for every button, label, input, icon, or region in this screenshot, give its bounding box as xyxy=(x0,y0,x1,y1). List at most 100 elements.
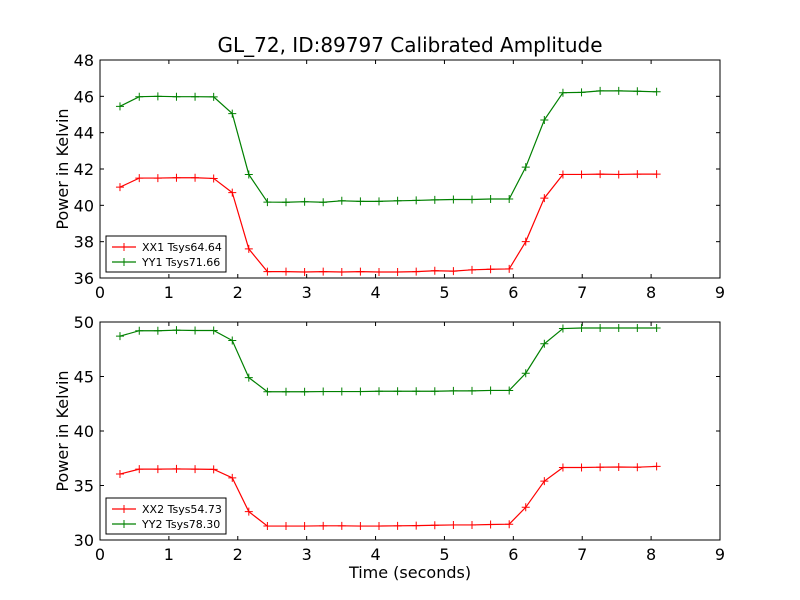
data-point xyxy=(244,170,253,179)
data-point xyxy=(263,198,272,207)
data-point xyxy=(652,462,661,471)
data-point xyxy=(468,265,476,274)
data-point xyxy=(540,339,549,348)
data-point xyxy=(115,332,124,341)
data-point xyxy=(393,196,402,205)
x-tick-label: 1 xyxy=(164,283,174,302)
series-1 xyxy=(115,170,661,277)
legend-marker xyxy=(120,505,128,513)
y-tick-label: 35 xyxy=(74,477,94,496)
legend-marker xyxy=(120,520,128,528)
data-point xyxy=(209,465,218,474)
data-point xyxy=(300,522,309,531)
data-point xyxy=(300,268,309,277)
y-tick-label: 36 xyxy=(74,269,94,288)
data-point xyxy=(282,387,290,396)
x-tick-label: 4 xyxy=(370,545,380,564)
y-axis-label: Power in Kelvin xyxy=(53,108,72,229)
x-tick-label: 5 xyxy=(439,545,449,564)
data-point xyxy=(430,195,439,204)
data-point xyxy=(337,196,346,205)
data-point xyxy=(115,183,124,192)
data-point xyxy=(356,387,365,396)
data-point xyxy=(393,521,402,530)
x-tick-label: 2 xyxy=(233,545,243,564)
data-point xyxy=(135,92,144,101)
x-tick-label: 2 xyxy=(233,283,243,302)
data-point xyxy=(244,507,253,516)
data-point xyxy=(412,267,421,276)
data-point xyxy=(300,387,309,396)
data-point xyxy=(486,386,495,395)
data-point xyxy=(540,477,549,486)
data-point xyxy=(449,267,458,276)
data-point xyxy=(633,323,642,332)
x-tick-label: 6 xyxy=(508,545,518,564)
data-point xyxy=(468,195,476,204)
data-point xyxy=(521,163,530,172)
y-tick-label: 46 xyxy=(74,87,94,106)
legend-box xyxy=(105,235,227,273)
data-point xyxy=(486,520,495,529)
legend-label: YY1 Tsys71.66 xyxy=(141,256,220,269)
y-tick-label: 42 xyxy=(74,160,94,179)
data-point xyxy=(375,268,383,277)
data-point xyxy=(319,198,328,207)
data-point xyxy=(486,194,495,203)
data-point xyxy=(263,522,272,531)
data-point xyxy=(393,268,402,277)
data-point xyxy=(577,463,586,472)
legend-marker xyxy=(120,258,128,266)
data-point xyxy=(652,323,661,332)
y-tick-label: 44 xyxy=(74,124,94,143)
x-tick-label: 1 xyxy=(164,545,174,564)
data-point xyxy=(393,387,402,396)
data-point xyxy=(633,170,642,179)
x-axis-label: Time (seconds) xyxy=(348,563,471,582)
data-point xyxy=(172,464,181,473)
data-point xyxy=(449,195,458,204)
data-point xyxy=(356,197,365,206)
data-point xyxy=(282,267,290,276)
y-tick-label: 40 xyxy=(74,196,94,215)
data-point xyxy=(172,326,181,335)
data-point xyxy=(300,197,309,206)
data-point xyxy=(505,520,514,529)
x-tick-label: 3 xyxy=(302,545,312,564)
data-point xyxy=(244,373,253,382)
x-tick-label: 0 xyxy=(95,283,105,302)
legend-label: XX2 Tsys54.73 xyxy=(142,503,222,516)
data-point xyxy=(505,386,514,395)
y-tick-label: 30 xyxy=(74,531,94,550)
x-tick-label: 7 xyxy=(577,283,587,302)
data-point xyxy=(596,170,605,179)
data-point xyxy=(319,267,328,276)
data-point xyxy=(430,387,439,396)
data-point xyxy=(135,174,144,183)
data-point xyxy=(652,87,661,96)
data-point xyxy=(319,387,328,396)
data-point xyxy=(209,326,218,335)
chart-panel-1: 0 1 2 3 4 5 6 7 8 9 36 38 40 42 44 46 48 GL_72, ID:89797 … xyxy=(53,33,725,302)
data-point xyxy=(412,387,421,396)
data-point xyxy=(412,521,421,530)
data-point xyxy=(135,326,144,335)
data-point xyxy=(191,173,200,182)
data-point xyxy=(449,520,458,529)
data-point xyxy=(430,521,439,530)
data-point xyxy=(153,326,162,335)
data-point xyxy=(191,465,200,474)
data-point xyxy=(577,323,586,332)
data-point xyxy=(282,522,290,531)
data-point xyxy=(521,237,530,246)
x-tick-label: 6 xyxy=(508,283,518,302)
x-tick-label: 9 xyxy=(715,283,725,302)
data-point xyxy=(449,386,458,395)
data-point xyxy=(375,197,383,206)
data-point xyxy=(356,522,365,531)
data-point xyxy=(614,170,623,179)
data-point xyxy=(486,265,495,274)
data-point xyxy=(505,194,514,203)
data-point xyxy=(209,92,218,101)
